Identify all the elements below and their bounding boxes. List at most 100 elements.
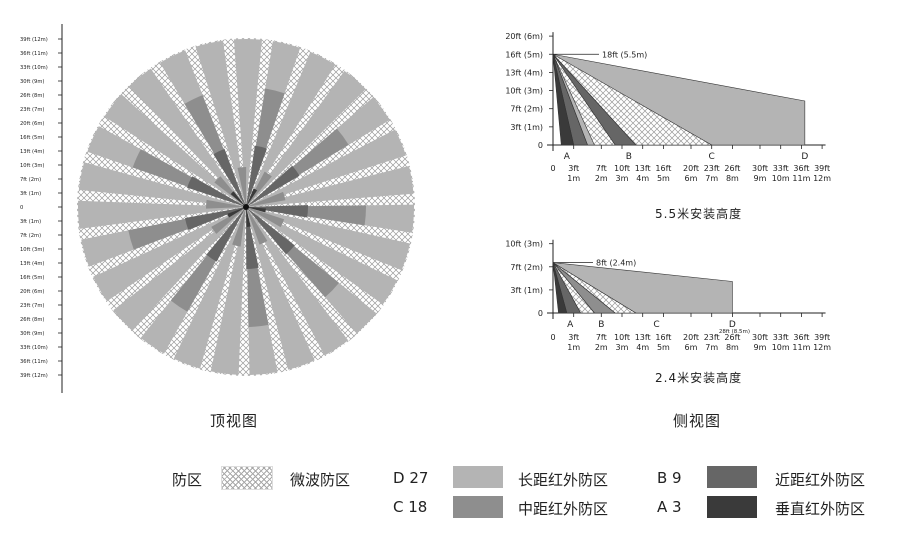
- x-ft-label: 10ft: [614, 333, 630, 342]
- beam-b: [246, 207, 295, 255]
- scale-label: 39ft (12m): [20, 373, 48, 379]
- x-m-label: 1m: [567, 343, 580, 352]
- zone-letter: B: [598, 320, 604, 330]
- beam-a: [246, 207, 251, 227]
- x-ft-label: 36ft: [793, 333, 809, 342]
- beam-a: [227, 207, 246, 218]
- x-ft-label: 30ft: [752, 333, 768, 342]
- beam-b: [206, 207, 246, 262]
- y-axis-label: 7ft (2m): [510, 263, 543, 272]
- y-axis-label: 20ft (6m): [505, 32, 543, 41]
- beam-d: [246, 207, 398, 305]
- beam-a: [230, 191, 246, 207]
- y-axis-label: 10ft (3m): [505, 87, 543, 96]
- beam-d: [104, 94, 246, 207]
- y-axis-label: 3ft (1m): [510, 123, 543, 132]
- y-axis-label: 0: [538, 309, 543, 318]
- legend-d-swatch: [453, 466, 503, 488]
- x-m-label: 5m: [657, 174, 670, 183]
- scale-label: 13ft (4m): [20, 261, 44, 267]
- top-view-beam-fans: [77, 38, 415, 376]
- x-ft-label: 7ft: [596, 333, 607, 342]
- legend-c-code: C 18: [393, 498, 428, 516]
- x-ft-label: 0: [550, 164, 555, 173]
- legend: 防区 微波防区 D 27 长距红外防区 C 18 中距红外防区 B 9 近距红外…: [0, 458, 903, 528]
- x-ft-label: 39ft: [814, 164, 830, 173]
- scale-label: 33ft (10m): [20, 345, 48, 351]
- legend-a-code: A 3: [657, 498, 682, 516]
- x-m-label: 3m: [616, 343, 629, 352]
- x-ft-label: 13ft: [635, 333, 651, 342]
- x-m-label: 8m: [726, 343, 739, 352]
- zone-letter: A: [564, 152, 571, 162]
- x-ft-label: 3ft: [568, 333, 579, 342]
- beam-d: [246, 207, 410, 271]
- x-ft-label: 16ft: [655, 333, 671, 342]
- beam-c-inner: [246, 171, 272, 207]
- legend-microwave-swatch: [221, 466, 273, 490]
- beam-d: [246, 129, 406, 207]
- beam-d: [93, 207, 247, 302]
- x-ft-label: 13ft: [635, 164, 651, 173]
- x-m-label: 10m: [772, 343, 790, 352]
- x-m-label: 10m: [772, 174, 790, 183]
- scale-label: 10ft (3m): [20, 247, 44, 253]
- x-m-label: 11m: [792, 343, 810, 352]
- scale-label: 36ft (11m): [20, 359, 48, 365]
- beam-d: [195, 40, 246, 207]
- scale-label: 30ft (9m): [20, 331, 44, 337]
- x-ft-label: 0: [550, 333, 555, 342]
- beam-c-inner: [206, 199, 246, 209]
- x-ft-label: 20ft: [683, 164, 699, 173]
- x-m-label: 11m: [792, 174, 810, 183]
- scale-label: 13ft (4m): [20, 149, 44, 155]
- x-m-label: 6m: [685, 343, 698, 352]
- beam-a: [246, 188, 258, 207]
- beam-a: [552, 54, 575, 146]
- scale-label: 39ft (12m): [20, 37, 48, 43]
- beam-d: [129, 68, 246, 208]
- x-ft-label: 39ft: [814, 333, 830, 342]
- beam-d: [246, 207, 349, 356]
- zone-letter: D: [729, 320, 736, 330]
- beam-d: [113, 207, 246, 331]
- x-ft-label: 7ft: [596, 164, 607, 173]
- scale-label: 16ft (5m): [20, 275, 44, 281]
- beam-d: [246, 70, 366, 207]
- beam-d: [210, 207, 246, 375]
- x-m-label: 6m: [685, 174, 698, 183]
- zone-letter: A: [567, 320, 574, 330]
- y-axis-label: 0: [538, 141, 543, 150]
- beam-a: [552, 262, 568, 314]
- x-ft-label: 23ft: [704, 164, 720, 173]
- legend-b-swatch: [707, 466, 757, 488]
- y-axis-label: 7ft (2m): [510, 105, 543, 114]
- scale-label: 23ft (7m): [20, 107, 44, 113]
- beam-d: [78, 162, 246, 207]
- x-m-label: 2m: [595, 343, 608, 352]
- beam-b: [213, 148, 246, 207]
- scale-label: 30ft (9m): [20, 79, 44, 85]
- x-ft-label: 23ft: [704, 333, 720, 342]
- scale-label: 3ft (1m): [20, 219, 41, 225]
- beam-b: [552, 54, 616, 146]
- x-ft-label: 26ft: [724, 164, 740, 173]
- x-m-label: 12m: [813, 343, 831, 352]
- legend-microwave-label: 微波防区: [290, 471, 351, 489]
- legend-c-label: 中距红外防区: [518, 500, 609, 518]
- beam-d: [246, 207, 315, 370]
- x-m-label: 7m: [705, 343, 718, 352]
- scale-label: 16ft (5m): [20, 135, 44, 141]
- scale-label: 20ft (6m): [20, 121, 44, 127]
- x-ft-label: 30ft: [752, 164, 768, 173]
- legend-b-code: B 9: [657, 469, 682, 487]
- y-axis-label: 16ft (5m): [505, 50, 543, 59]
- beam-d: [233, 38, 263, 207]
- x-ft-label: 26ft: [724, 333, 740, 342]
- scale-label: 20ft (6m): [20, 289, 44, 295]
- x-m-label: 4m: [636, 343, 649, 352]
- beam-c-inner: [211, 207, 246, 234]
- side-view-caption: 侧视图: [673, 412, 722, 430]
